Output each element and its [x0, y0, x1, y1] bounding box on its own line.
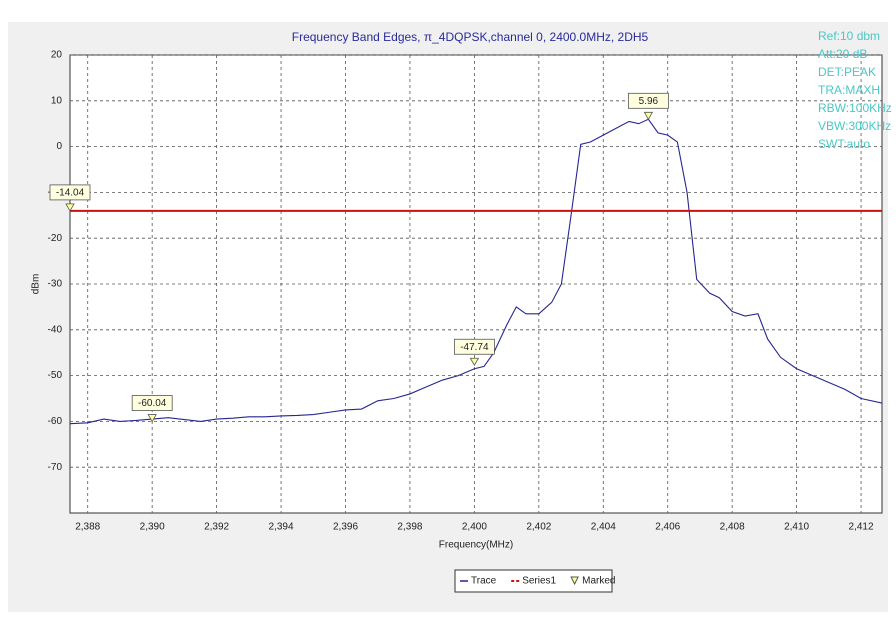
marker-label: -60.04 — [138, 398, 167, 409]
y-tick-label: -20 — [48, 233, 63, 244]
x-tick-label: 2,400 — [462, 522, 487, 533]
x-axis-label: Frequency(MHz) — [439, 540, 513, 551]
marker-label: -47.74 — [460, 342, 489, 353]
x-tick-label: 2,412 — [849, 522, 874, 533]
marker-label-box — [453, 338, 495, 355]
marker — [65, 203, 75, 212]
x-tick-label: 2,396 — [333, 522, 358, 533]
marker — [643, 111, 654, 121]
y-tick-label: -30 — [48, 279, 63, 290]
annotation: Att:20 dB — [818, 47, 867, 61]
y-axis-label: dBm — [31, 274, 42, 295]
annotation: DET:PEAK — [818, 65, 876, 79]
x-tick-label: 2,402 — [526, 522, 551, 533]
y-tick-label: -60 — [48, 416, 63, 427]
x-tick-label: 2,410 — [784, 522, 809, 533]
x-tick-label: 2,394 — [269, 522, 294, 533]
marker-label-box — [627, 92, 669, 109]
y-tick-label: 20 — [51, 50, 63, 61]
x-tick-label: 2,406 — [655, 522, 680, 533]
legend — [454, 569, 613, 593]
x-tick-label: 2,392 — [204, 522, 229, 533]
y-tick-label: -50 — [48, 370, 63, 381]
x-tick-label: 2,398 — [397, 522, 422, 533]
legend-label: Trace — [471, 576, 497, 587]
annotation: RBW:100KHz — [818, 101, 892, 115]
annotation: SWT:auto — [818, 137, 870, 151]
y-tick-label: 10 — [51, 95, 63, 106]
marker-label-box — [49, 184, 91, 201]
annotation: Ref:10 dbm — [818, 29, 880, 43]
y-tick-label: 0 — [56, 141, 62, 152]
y-tick-label: -70 — [48, 462, 63, 473]
x-tick-label: 2,404 — [591, 522, 616, 533]
annotation: TRA:MAXH — [818, 83, 880, 97]
x-tick-label: 2,408 — [720, 522, 745, 533]
marker-label: -14.04 — [56, 188, 85, 199]
x-tick-label: 2,388 — [75, 522, 100, 533]
marker — [469, 357, 480, 367]
plot-area — [69, 54, 883, 514]
y-tick-label: -40 — [48, 324, 63, 335]
legend-label: Series1 — [522, 576, 556, 587]
trace-line — [70, 118, 882, 425]
x-tick-label: 2,390 — [140, 522, 165, 533]
marker-label: 5.96 — [639, 96, 659, 107]
marker-label-box — [131, 395, 173, 411]
annotation: VBW:300KHz — [818, 119, 891, 133]
marker — [147, 414, 157, 423]
legend-label: Marked — [582, 576, 615, 587]
chart-title: Frequency Band Edges, π_4DQPSK,channel 0… — [292, 30, 649, 44]
legend-swatch — [570, 576, 579, 586]
